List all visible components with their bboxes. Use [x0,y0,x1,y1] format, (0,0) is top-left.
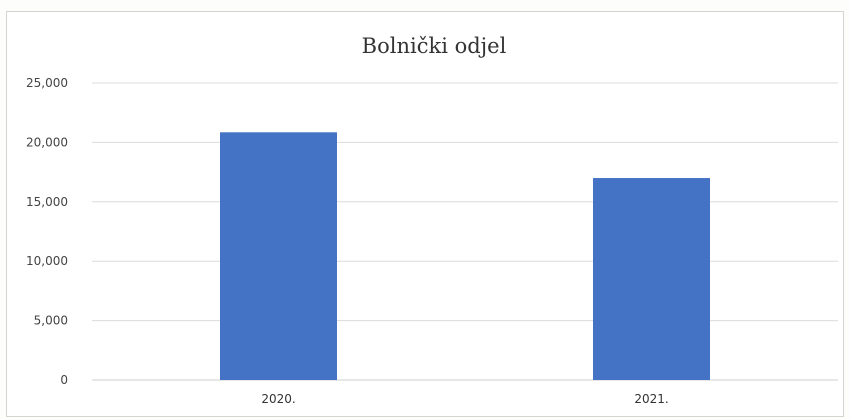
y-tick-label: 0 [60,373,68,387]
chart-title: Bolnički odjel [362,34,507,58]
y-axis-ticks: 0 5,000 10,000 15,000 20,000 25,000 [26,76,68,387]
gridlines [92,82,838,381]
bars [220,132,710,380]
y-tick-label: 20,000 [26,135,68,149]
x-axis-labels: 2020. 2021. [261,392,668,406]
x-category-label: 2021. [634,392,668,406]
y-tick-label: 10,000 [26,254,68,268]
x-category-label: 2020. [261,392,295,406]
y-tick-label: 5,000 [34,314,68,328]
bar-2020 [220,132,337,380]
y-tick-label: 15,000 [26,195,68,209]
bar-2021 [593,178,710,380]
y-tick-label: 25,000 [26,76,68,90]
